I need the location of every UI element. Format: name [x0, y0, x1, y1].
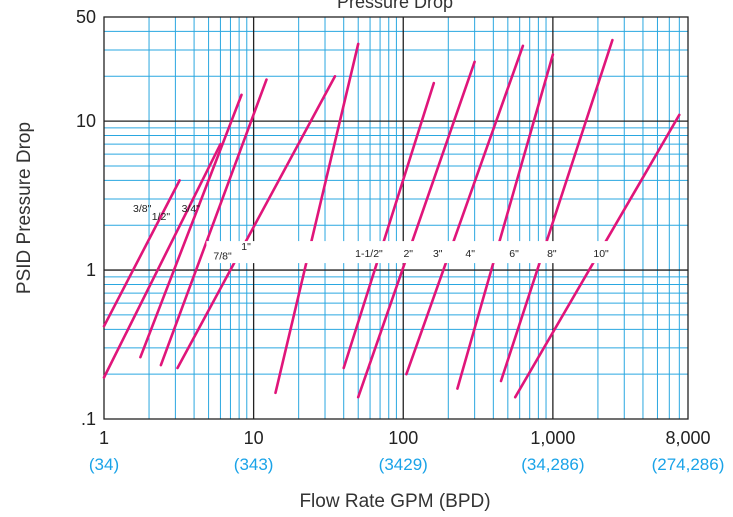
- x-tick-label: 10: [244, 428, 264, 448]
- series-line: [161, 80, 267, 366]
- pipe-size-label: 1": [241, 241, 251, 253]
- x-tick-label-bpd: (34): [89, 455, 119, 474]
- x-tick-label: 1: [99, 428, 109, 448]
- series-line: [276, 44, 359, 393]
- pipe-size-label: 3": [433, 248, 443, 260]
- x-axis-title: Flow Rate GPM (BPD): [299, 491, 490, 512]
- x-tick-label-bpd: (274,286): [652, 455, 725, 474]
- series-line: [178, 76, 336, 368]
- y-tick-label: 10: [76, 111, 96, 131]
- flow-curves: [104, 40, 679, 397]
- y-tick-label: 50: [76, 7, 96, 27]
- pipe-size-label: 3/8": [133, 203, 152, 215]
- x-tick-label: 1,000: [530, 428, 575, 448]
- pipe-size-label: 1/2": [152, 211, 171, 223]
- y-tick-label: 1: [86, 260, 96, 280]
- x-tick-label: 8,000: [665, 428, 710, 448]
- x-tick-label-bpd: (343): [234, 455, 274, 474]
- x-tick-label-bpd: (3429): [379, 455, 428, 474]
- pipe-size-label: 10": [593, 248, 609, 260]
- chart-title: Pressure Drop: [337, 0, 453, 12]
- y-axis-title: PSID Pressure Drop: [14, 122, 35, 294]
- series-line: [501, 40, 612, 381]
- pipe-size-label: 3/4": [182, 203, 201, 215]
- pipe-size-label: 2": [403, 248, 413, 260]
- pipe-size-label: 1-1/2": [355, 248, 383, 260]
- pipe-size-label: 4": [465, 248, 475, 260]
- x-tick-label-bpd: (34,286): [521, 455, 584, 474]
- x-tick-label: 100: [388, 428, 418, 448]
- series-line: [104, 144, 220, 377]
- label-band: [206, 241, 623, 263]
- pipe-size-label: 7/8": [213, 251, 232, 263]
- y-tick-label: .1: [81, 409, 96, 429]
- pipe-size-label: 8": [547, 248, 557, 260]
- pipe-size-label: 6": [509, 248, 519, 260]
